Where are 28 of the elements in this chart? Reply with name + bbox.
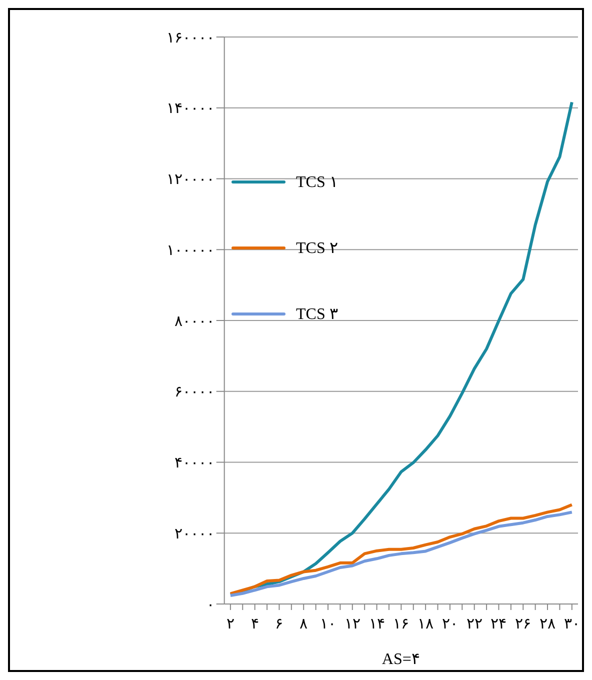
legend-label: TCS ۲ <box>296 239 338 258</box>
y-tick-label: ۱۴۰۰۰۰ <box>166 101 214 118</box>
x-tick-label: ۲۸ <box>540 616 556 633</box>
x-tick-label: ۸ <box>300 616 308 633</box>
x-tick-label: ۱۰ <box>320 616 336 633</box>
x-tick-label: ۴ <box>250 616 259 633</box>
y-tick-label: ۶۰۰۰۰ <box>174 384 214 401</box>
x-tick-label: ۱۴ <box>368 616 385 633</box>
y-tick-label: ۰ <box>206 597 214 614</box>
y-tick-label: ۴۰۰۰۰ <box>174 456 214 472</box>
x-tick-label: ۲۶ <box>515 616 532 633</box>
y-tick-label: ۲۰۰۰۰ <box>174 526 214 542</box>
x-tick-label: ۲ <box>226 616 234 633</box>
y-tick-label: ۱۲۰۰۰۰ <box>166 172 214 188</box>
x-tick-label: ۲۲ <box>466 616 482 633</box>
y-tick-label: ۸۰۰۰۰ <box>174 314 214 330</box>
x-tick-label: ۱۸ <box>418 616 434 633</box>
x-tick-label: ۳۰ <box>564 616 580 633</box>
x-tick-label: ۲۴ <box>490 616 507 633</box>
x-tick-label: ۶ <box>275 616 284 633</box>
x-tick-label: ۲۰ <box>442 616 458 633</box>
x-axis-title: AS=۴ <box>382 651 420 668</box>
x-tick-label: ۱۲ <box>344 616 360 633</box>
y-tick-label: ۱۶۰۰۰۰ <box>166 30 214 46</box>
x-tick-label: ۱۶ <box>393 616 410 633</box>
legend-label: TCS ۱ <box>296 173 338 192</box>
legend-label: TCS ۳ <box>296 305 338 324</box>
y-tick-label: ۱۰۰۰۰۰ <box>166 242 214 259</box>
